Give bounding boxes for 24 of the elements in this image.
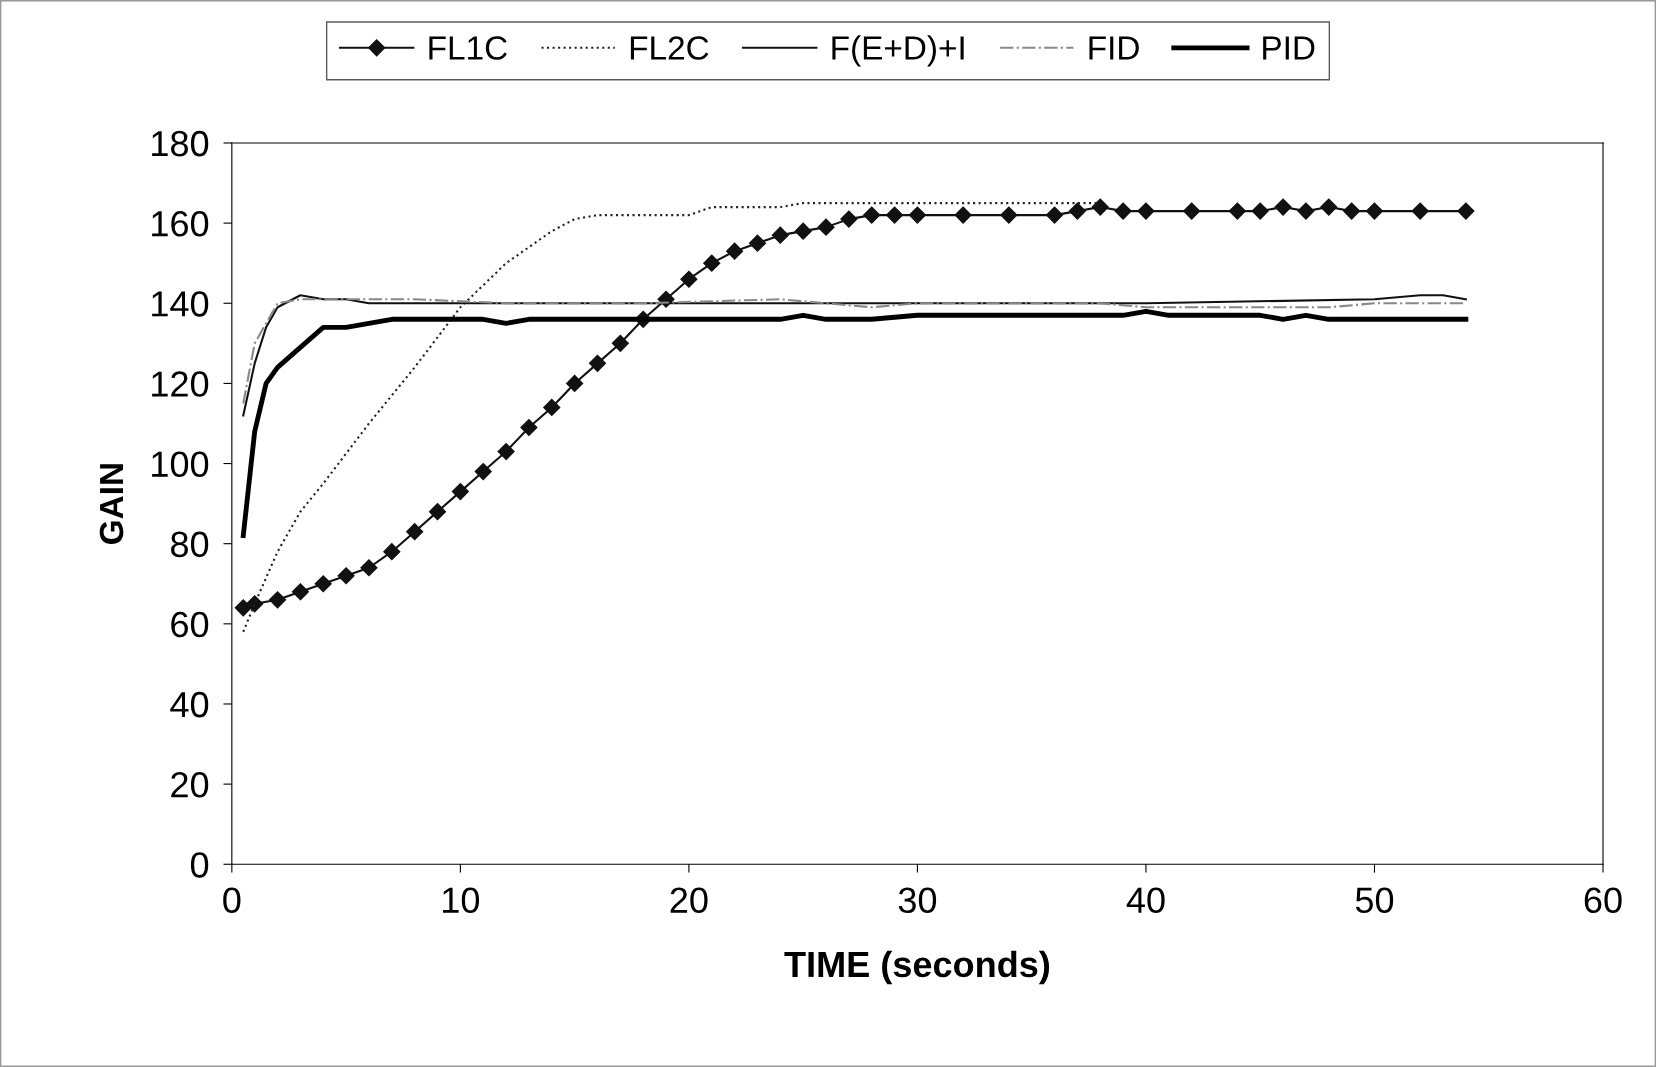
x-axis-title: TIME (seconds) xyxy=(784,950,1050,985)
x-tick-label: 20 xyxy=(670,887,708,914)
legend-label: FID xyxy=(1089,36,1139,60)
y-tick-label: 140 xyxy=(152,291,209,317)
y-tick-label: 120 xyxy=(152,371,209,397)
legend-label: PID xyxy=(1263,36,1315,60)
legend-label: FL1C xyxy=(429,36,507,60)
y-axis-title: GAIN xyxy=(99,464,124,544)
x-tick-label: 30 xyxy=(898,887,937,914)
x-tick-label: 10 xyxy=(443,887,480,914)
y-tick-label: 80 xyxy=(171,531,209,558)
y-tick-label: 0 xyxy=(190,852,209,878)
x-tick-label: 0 xyxy=(223,887,241,914)
legend-label: F(E+D)+I xyxy=(832,35,964,67)
y-tick-label: 20 xyxy=(171,772,209,798)
y-tick-label: 180 xyxy=(152,130,209,157)
x-tick-label: 40 xyxy=(1126,887,1165,914)
y-tick-label: 160 xyxy=(152,210,209,237)
legend-label: FL2C xyxy=(630,36,709,60)
y-tick-label: 40 xyxy=(170,691,209,718)
x-tick-label: 60 xyxy=(1584,887,1622,914)
y-tick-label: 100 xyxy=(152,451,209,477)
y-tick-label: 60 xyxy=(171,611,209,638)
x-tick-label: 50 xyxy=(1355,887,1394,914)
